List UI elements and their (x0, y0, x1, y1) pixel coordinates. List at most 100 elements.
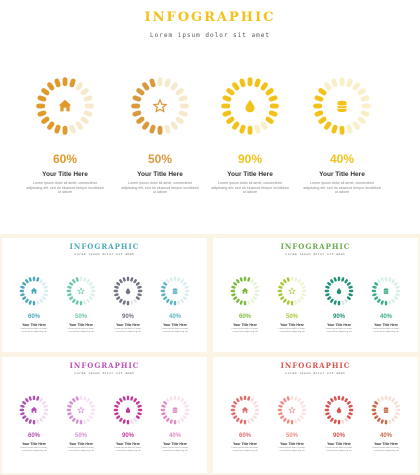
item-description: Lorem ipsum dolor sit amet, consectetur … (325, 447, 353, 452)
ring-segment (301, 289, 307, 293)
ring-segment (346, 296, 351, 300)
ring-segment (164, 78, 171, 88)
ring-segment (325, 293, 330, 297)
ring-segment (265, 116, 274, 124)
ring-segment (380, 277, 384, 282)
ring-segment (88, 415, 93, 419)
ring-segment (344, 398, 348, 403)
progress-ring (113, 395, 143, 425)
ring-segment (283, 417, 287, 422)
infographic-item: 90% Your Title Here Lorem ipsum dolor sit … (317, 276, 361, 346)
ring-segment (337, 276, 341, 282)
ring-segment (341, 419, 345, 424)
drop-icon (125, 287, 131, 295)
ring-segment (43, 404, 48, 408)
ring-segment (280, 282, 285, 286)
ring-segment (243, 419, 247, 425)
ring-segment (169, 396, 173, 401)
ring-segment (230, 408, 236, 412)
ring-segment (133, 398, 137, 403)
ring-segment (22, 401, 27, 405)
ring-segment (239, 124, 246, 134)
percent-value: 90% (332, 314, 345, 320)
slide-subtitle: Lorem ipsum dolor sit amet (285, 252, 346, 256)
ring-segment (54, 124, 61, 134)
ring-segment (178, 95, 188, 102)
ring-segment (339, 125, 345, 135)
ring-segment (166, 279, 170, 284)
ring-segment (164, 124, 171, 134)
ring-segment (142, 121, 150, 130)
ring-segment (297, 417, 301, 422)
ring-segment (231, 285, 236, 289)
ring-segment (90, 404, 95, 408)
ring-segment (170, 82, 178, 91)
ring-segment (83, 95, 93, 102)
ring-segment (32, 395, 36, 401)
progress-ring (371, 276, 401, 306)
ring-segment (231, 404, 236, 408)
ring-segment (83, 110, 93, 117)
ring-segment (346, 282, 351, 286)
ring-segment (299, 296, 304, 300)
ring-segment (247, 396, 251, 401)
ring-segment (39, 298, 43, 303)
ring-segment (72, 279, 76, 284)
ring-segment (247, 419, 251, 424)
ring-segment (286, 396, 290, 401)
percent-value: 50% (147, 152, 173, 166)
ring-segment (377, 298, 381, 303)
ring-segment (372, 285, 377, 289)
infographic-item: 40% Your Title Here Lorem ipsum dolor sit … (153, 395, 197, 465)
ring-segment (239, 419, 243, 424)
ring-segment (182, 282, 187, 286)
ring-segment (20, 412, 25, 416)
item-description: Lorem ipsum dolor sit amet, consectetur … (231, 328, 259, 333)
ring-segment (327, 296, 332, 300)
ring-segment (222, 95, 232, 102)
ring-segment (36, 300, 40, 305)
ring-segment (79, 300, 83, 306)
slide-subtitle: Lorem ipsum dolor sit amet (285, 371, 346, 375)
ring-segment (384, 395, 388, 401)
ring-segment (391, 417, 395, 422)
ring-segment (163, 401, 168, 405)
ring-segment (137, 404, 142, 408)
ring-segment (236, 417, 240, 422)
ring-segment (126, 395, 130, 401)
ring-segment (290, 300, 294, 306)
ring-segment (133, 298, 137, 303)
ring-segment (122, 396, 126, 401)
ring-segment (346, 78, 353, 88)
item-description: Lorem ipsum dolor sit amet, consectetur … (161, 447, 189, 452)
ring-segment (119, 279, 123, 284)
percent-value: 50% (285, 314, 298, 320)
ring-segment (331, 78, 338, 88)
ring-segment (41, 88, 50, 96)
ring-segment (47, 82, 55, 91)
ring-segment (232, 82, 240, 91)
ring-segment (130, 419, 134, 424)
percent-value: 60% (238, 433, 251, 439)
coins-icon (337, 100, 347, 113)
ring-segment (90, 289, 96, 293)
ring-segment (230, 289, 236, 293)
percent-value: 50% (285, 433, 298, 439)
percent-value: 40% (168, 314, 181, 320)
ring-segment (341, 396, 345, 401)
infographic-item: 90% Your Title Here Lorem ipsum dolor sit … (317, 395, 361, 465)
ring-segment (113, 289, 119, 293)
ring-segment (137, 408, 143, 412)
ring-segment (346, 124, 353, 134)
ring-segment (184, 408, 190, 412)
progress-ring (324, 276, 354, 306)
ring-segment (149, 78, 156, 88)
ring-segment (28, 396, 32, 401)
percent-value: 40% (379, 433, 392, 439)
ring-segment (260, 82, 268, 91)
progress-ring (36, 77, 94, 135)
ring-segment (278, 412, 283, 416)
ring-segment (339, 77, 345, 87)
item-description: Lorem ipsum dolor sit amet, consectetur … (325, 328, 353, 333)
ring-segment (137, 293, 142, 297)
